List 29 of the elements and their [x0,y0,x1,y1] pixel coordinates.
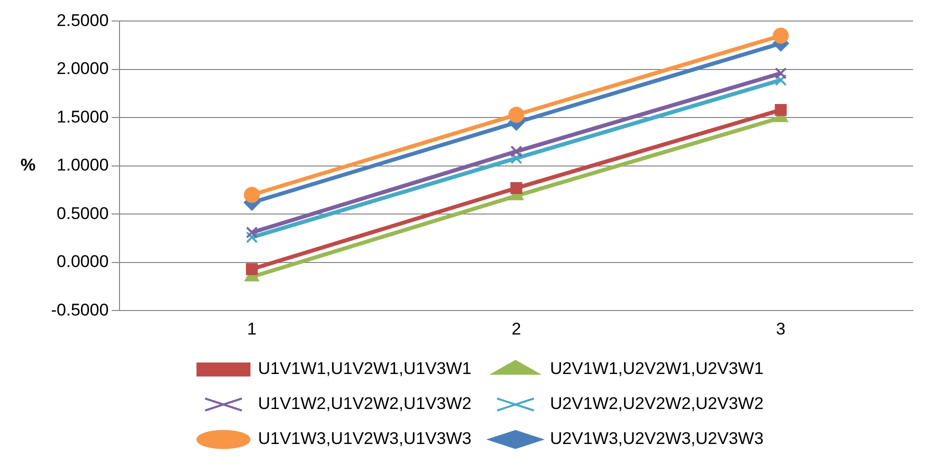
legend-label: U2V1W3,U2V2W3,U2V3W3 [550,429,764,448]
point [774,74,787,86]
point [246,226,258,238]
point [246,231,258,244]
legend-label: U2V1W2,U2V2W2,U2V3W2 [550,394,764,414]
point [510,145,522,158]
legend-label: U1V1W1,U1V2W1,U1V3W1 [258,359,472,378]
point [246,263,258,276]
y-tick-label: 0.0000 [56,252,109,272]
y-tick-label: -0.5000 [50,300,109,320]
y-tick-label: 1.0000 [56,156,109,175]
point [774,104,787,116]
point [510,182,522,194]
point [244,186,260,203]
y-tick-label: 0.5000 [56,204,109,223]
legend-label: U1V1W3,U1V2W3,U1V3W3 [258,429,472,448]
point [772,28,789,44]
legend-label: U1V1W2,U1V2W2,U1V3W2 [258,394,472,414]
x-tick-label: 1 [247,319,257,338]
x-tick-label: 3 [776,319,786,338]
y-tick-label: 2.5000 [56,10,109,30]
x-tick-label: 2 [512,319,522,338]
point [510,152,522,164]
y-tick-label: 2.0000 [56,59,109,78]
y-axis-title: % [20,156,36,175]
y-tick-label: 1.5000 [56,107,109,126]
point [508,106,524,123]
point [774,67,787,80]
legend-label: U2V1W1,U2V2W1,U2V3W1 [550,359,764,378]
